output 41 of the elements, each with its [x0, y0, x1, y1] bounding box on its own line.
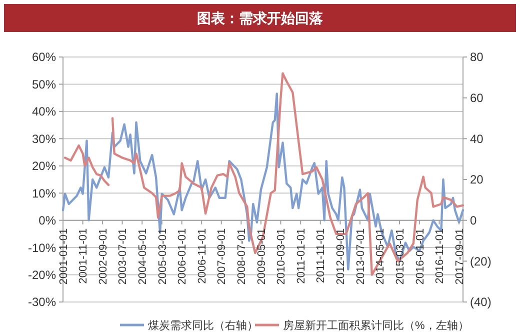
- x-tick-label: 2001-01-01: [58, 228, 70, 285]
- legend-label: 煤炭需求同比（右轴）: [148, 318, 258, 332]
- x-tick-label: 2002-09-01: [97, 228, 110, 285]
- chart-title: 图表：需求开始回落: [197, 10, 324, 26]
- y-tick-label: 50%: [32, 77, 56, 92]
- x-tick-label: 2011-11-01: [315, 228, 328, 283]
- x-tick-label: 2006-11-01: [196, 228, 208, 284]
- y-tick-label: 0%: [38, 214, 56, 228]
- y-tick-label: -20%: [28, 268, 56, 282]
- y2-tick-label: 40: [470, 132, 484, 146]
- y-tick-label: 10%: [32, 186, 56, 200]
- y2-tick-label: 60: [470, 91, 484, 106]
- x-tick-label: 2013-07-01: [354, 228, 367, 285]
- x-tick-label: 2017-09-01: [454, 228, 466, 285]
- x-tick-label: 2001-11-01: [78, 228, 90, 284]
- x-tick-label: 2012-09-01: [335, 228, 348, 285]
- x-tick-label: 2004-05-01: [136, 228, 149, 285]
- y-tick-label: -30%: [28, 295, 56, 310]
- y2-tick-label: (40): [470, 295, 492, 310]
- y2-tick-label: 80: [470, 50, 484, 64]
- y-tick-label: 40%: [32, 104, 56, 119]
- x-tick-label: 2003-07-01: [117, 228, 130, 285]
- y2-tick-label: 20: [470, 172, 484, 187]
- x-tick-label: 2007-09-01: [216, 228, 228, 285]
- x-tick-label: 2009-05-01: [256, 228, 268, 285]
- x-tick-label: 2016-11-01: [434, 228, 446, 284]
- x-tick-label: 2005-03-01: [156, 228, 169, 285]
- x-tick-label: 2016-01-01: [414, 228, 426, 285]
- x-tick-label: 2011-01-01: [295, 228, 308, 284]
- x-tick-label: 2008-07-01: [236, 228, 248, 285]
- y2-tick-label: (20): [470, 254, 492, 268]
- y-tick-label: -10%: [28, 240, 56, 255]
- y-tick-label: 30%: [32, 132, 56, 146]
- y-tick-label: 20%: [32, 159, 56, 174]
- x-tick-label: 2015-03-01: [394, 228, 406, 285]
- x-tick-label: 2006-01-01: [176, 228, 189, 285]
- x-tick-label: 2014-05-01: [374, 228, 387, 285]
- y2-tick-label: 0: [470, 214, 477, 228]
- legend-label: 房屋新开工面积累计同比（%，左轴）: [283, 318, 469, 332]
- x-tick-label: 2010-03-01: [276, 228, 288, 285]
- y-tick-label: 60%: [32, 50, 56, 64]
